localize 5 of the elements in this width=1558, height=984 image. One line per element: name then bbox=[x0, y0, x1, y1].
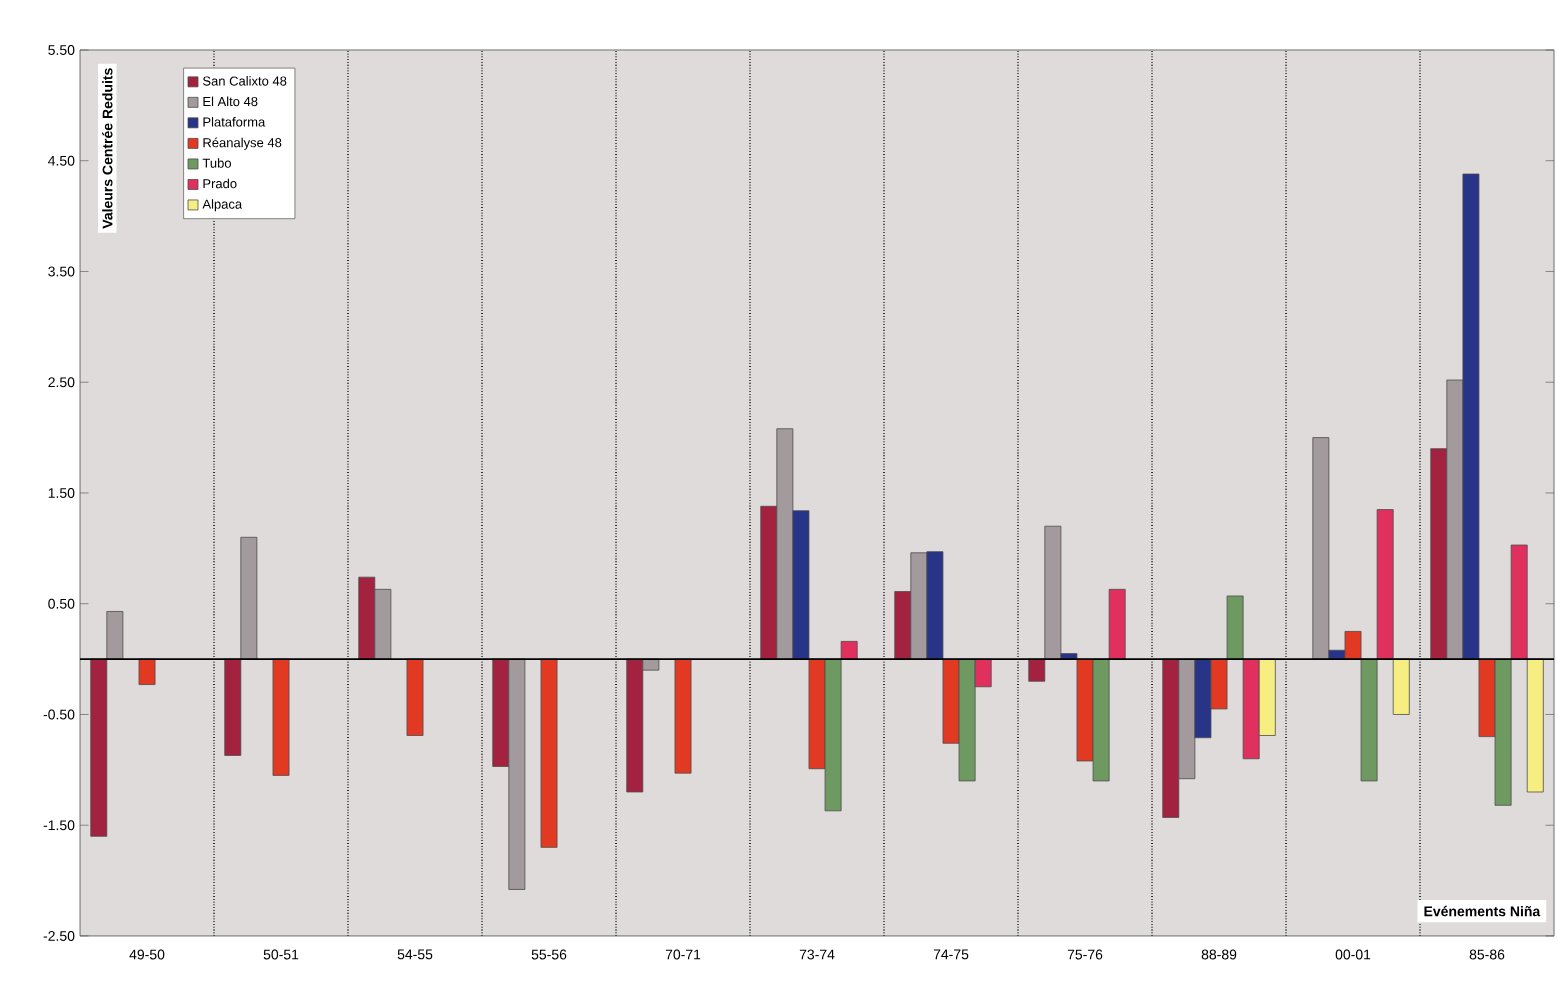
bar bbox=[138, 658, 156, 685]
bar bbox=[406, 658, 424, 736]
bar bbox=[272, 658, 290, 776]
bar bbox=[674, 658, 692, 774]
bar bbox=[540, 658, 558, 848]
